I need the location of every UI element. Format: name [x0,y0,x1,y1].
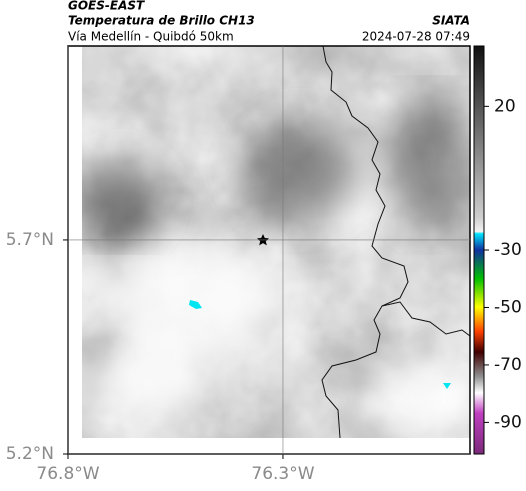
org: SIATA [432,14,470,28]
datetime: 2024-07-28 07:49 [362,30,470,44]
colorbar [473,45,485,455]
y-tick-label: 5.2°N [6,444,54,464]
colorbar-tick-label: -90 [494,412,522,432]
colorbar-tick-label: -30 [494,240,522,260]
colorbar-tick-label: -50 [494,297,522,317]
region: Vía Medellín - Quibdó 50km [68,30,234,44]
satellite-image [82,46,470,438]
source: GOES-EAST [68,0,145,13]
y-tick-label: 5.7°N [6,230,54,250]
product: Temperatura de Brillo CH13 [68,14,255,28]
colorbar-tick-label: 20 [494,96,516,116]
x-tick-label: 76.3°W [251,464,314,484]
x-tick-label: 76.8°W [36,464,99,484]
colorbar-tick-label: -70 [494,355,522,375]
